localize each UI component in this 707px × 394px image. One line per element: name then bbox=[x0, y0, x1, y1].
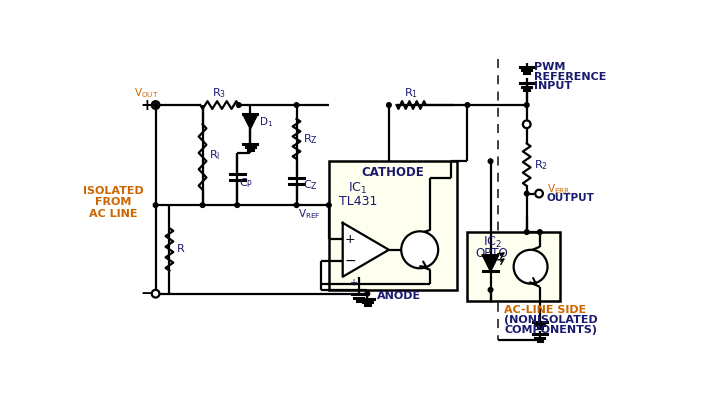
Circle shape bbox=[537, 230, 542, 234]
Circle shape bbox=[523, 121, 530, 128]
Circle shape bbox=[235, 203, 240, 207]
Text: $\mathsf{R_l}$: $\mathsf{R_l}$ bbox=[209, 148, 221, 162]
Polygon shape bbox=[243, 114, 257, 128]
Text: INPUT: INPUT bbox=[534, 81, 573, 91]
Text: AC-LINE SIDE: AC-LINE SIDE bbox=[504, 305, 587, 315]
Circle shape bbox=[153, 203, 158, 207]
Text: PWM: PWM bbox=[534, 62, 566, 72]
Circle shape bbox=[387, 103, 391, 107]
Circle shape bbox=[200, 203, 205, 207]
Circle shape bbox=[489, 288, 493, 292]
Circle shape bbox=[525, 103, 529, 107]
Text: $\mathsf{R_1}$: $\mathsf{R_1}$ bbox=[404, 86, 419, 100]
Text: $\mathsf{IC_2}$: $\mathsf{IC_2}$ bbox=[482, 235, 502, 251]
Text: −: − bbox=[344, 254, 356, 268]
Text: $\mathsf{R_2}$: $\mathsf{R_2}$ bbox=[534, 158, 549, 172]
Circle shape bbox=[525, 191, 529, 196]
Circle shape bbox=[153, 103, 158, 107]
Text: $\mathsf{R_3}$: $\mathsf{R_3}$ bbox=[213, 86, 226, 100]
Circle shape bbox=[525, 230, 529, 234]
Text: −: − bbox=[140, 286, 153, 301]
Bar bbox=[329, 161, 457, 290]
Circle shape bbox=[465, 103, 469, 107]
Circle shape bbox=[489, 159, 493, 164]
Text: CATHODE: CATHODE bbox=[361, 165, 424, 178]
Text: OPTO: OPTO bbox=[476, 247, 508, 260]
Text: +: + bbox=[349, 278, 356, 288]
Text: $\mathsf{IC_1}$: $\mathsf{IC_1}$ bbox=[349, 180, 368, 196]
Text: $\mathsf{V_{ERR}}$: $\mathsf{V_{ERR}}$ bbox=[547, 182, 571, 196]
Text: $\mathsf{V_{OUT}}$: $\mathsf{V_{OUT}}$ bbox=[134, 86, 158, 100]
Polygon shape bbox=[483, 255, 498, 271]
Text: $\mathsf{R_Z}$: $\mathsf{R_Z}$ bbox=[303, 132, 318, 146]
Text: R: R bbox=[177, 244, 185, 255]
Text: $\mathsf{C_Z}$: $\mathsf{C_Z}$ bbox=[303, 178, 318, 192]
Circle shape bbox=[401, 231, 438, 268]
Circle shape bbox=[152, 101, 160, 109]
Circle shape bbox=[236, 103, 241, 107]
Text: REFERENCE: REFERENCE bbox=[534, 72, 607, 82]
Text: ISOLATED: ISOLATED bbox=[83, 186, 144, 195]
Polygon shape bbox=[343, 223, 389, 277]
Text: ANODE: ANODE bbox=[377, 291, 421, 301]
Text: FROM: FROM bbox=[95, 197, 132, 207]
Text: OUTPUT: OUTPUT bbox=[547, 193, 595, 203]
Text: $\mathsf{D_1}$: $\mathsf{D_1}$ bbox=[259, 115, 273, 129]
Text: (NONISOLATED: (NONISOLATED bbox=[504, 315, 598, 325]
Text: COMPONENTS): COMPONENTS) bbox=[504, 325, 597, 335]
Text: AC LINE: AC LINE bbox=[89, 209, 137, 219]
Bar bbox=[467, 232, 560, 301]
Circle shape bbox=[365, 292, 370, 296]
Text: $\mathsf{V_{REF}}$: $\mathsf{V_{REF}}$ bbox=[298, 208, 321, 221]
Circle shape bbox=[327, 203, 331, 207]
Text: $\mathsf{C_P}$: $\mathsf{C_P}$ bbox=[239, 176, 253, 190]
Text: TL431: TL431 bbox=[339, 195, 378, 208]
Circle shape bbox=[514, 250, 547, 284]
Circle shape bbox=[294, 103, 299, 107]
Circle shape bbox=[294, 203, 299, 207]
Circle shape bbox=[535, 190, 543, 197]
Text: +: + bbox=[140, 98, 153, 113]
Circle shape bbox=[152, 290, 160, 297]
Text: +: + bbox=[345, 232, 356, 245]
